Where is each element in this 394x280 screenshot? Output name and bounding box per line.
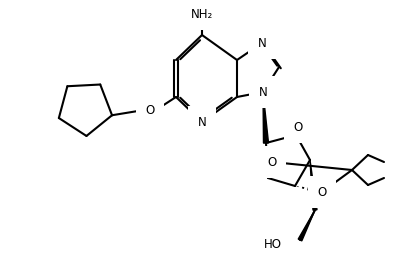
- Text: N: N: [198, 116, 206, 129]
- Polygon shape: [263, 92, 268, 143]
- Text: O: O: [268, 155, 277, 169]
- Text: N: N: [258, 85, 268, 99]
- Text: HO: HO: [264, 239, 282, 251]
- Text: NH₂: NH₂: [191, 8, 213, 20]
- Text: O: O: [318, 186, 327, 199]
- Polygon shape: [310, 160, 317, 210]
- Text: N: N: [258, 36, 266, 50]
- Text: O: O: [294, 120, 303, 134]
- Text: O: O: [145, 104, 154, 116]
- Polygon shape: [298, 210, 315, 241]
